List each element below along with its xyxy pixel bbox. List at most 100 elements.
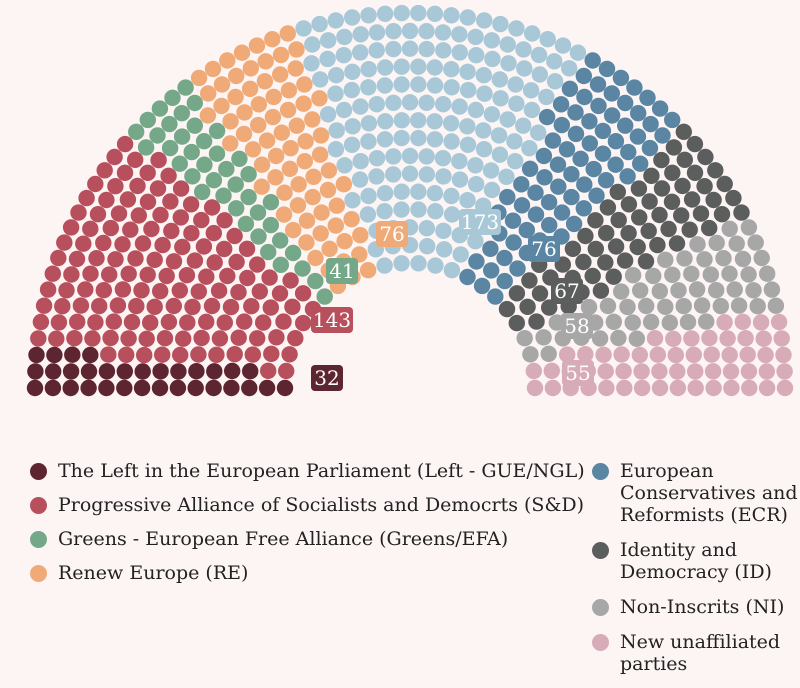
seat-count-label: 67	[554, 279, 579, 303]
seat-dot	[615, 363, 632, 380]
seat-count-label: 32	[314, 366, 339, 390]
legend-swatch	[30, 565, 47, 582]
seat-dot	[138, 330, 155, 347]
seat-dot	[188, 363, 205, 380]
seat-count-badge-bg	[528, 236, 560, 262]
seat-dot	[272, 46, 290, 64]
seat-dot	[651, 206, 668, 224]
seat-group-the-left-in-the-european-parliament-left-gue-ngl	[26, 346, 294, 397]
seat-dot	[592, 282, 610, 299]
seat-dot	[632, 282, 649, 299]
seat-dot	[102, 219, 120, 237]
seat-dot	[69, 313, 86, 330]
seat-dot	[657, 251, 674, 268]
seat-dot	[683, 191, 701, 208]
seat-dot	[172, 346, 189, 364]
seat-dot	[632, 155, 649, 172]
seat-dot	[376, 5, 394, 22]
seat-dot	[475, 141, 493, 158]
seat-dot	[276, 184, 293, 201]
seat-dot	[162, 193, 179, 210]
seat-dot	[311, 90, 328, 107]
seat-dot	[459, 192, 476, 209]
seat-dot	[263, 345, 280, 362]
seat-dot	[213, 97, 230, 115]
seat-dot	[716, 175, 733, 193]
seat-dot	[619, 298, 636, 316]
seat-dot	[401, 40, 419, 57]
seat-dot	[298, 234, 315, 251]
seat-dot	[295, 95, 312, 112]
seat-dot	[336, 233, 353, 250]
parliament-hemicycle-chart: 32 143 41 76 173 76 67 58 55	[26, 4, 794, 397]
seat-dot	[443, 79, 460, 96]
seat-dot	[163, 222, 180, 240]
seat-dot	[295, 20, 312, 37]
seat-dot	[484, 50, 501, 68]
seat-dot	[336, 157, 353, 174]
seat-count-label: 41	[329, 259, 354, 283]
seat-dot	[35, 297, 53, 314]
seat-dot	[664, 164, 681, 181]
seat-dot	[128, 123, 145, 140]
seat-dot	[665, 330, 682, 347]
seat-dot	[565, 215, 583, 233]
seat-dot	[84, 330, 101, 347]
seat-dot	[319, 181, 337, 199]
seat-dot	[459, 63, 476, 80]
seat-dot	[518, 221, 535, 239]
seat-dot	[722, 363, 740, 380]
seat-dot	[228, 253, 245, 271]
seat-dot	[62, 379, 79, 397]
seat-dot	[733, 204, 750, 221]
seat-dot	[605, 313, 622, 330]
seat-dot	[262, 299, 279, 316]
seat-dot	[701, 329, 718, 347]
seat-dot	[410, 112, 427, 129]
seat-dot	[459, 118, 476, 135]
seat-dot	[114, 236, 131, 253]
seat-dot	[749, 298, 766, 315]
seat-dot	[368, 168, 385, 185]
seat-dot	[27, 363, 44, 380]
seat-dot	[120, 330, 137, 347]
seat-dot	[776, 379, 794, 397]
seat-dot	[419, 238, 436, 255]
seat-dot	[613, 346, 630, 363]
seat-dot	[173, 105, 190, 122]
seat-dot	[459, 136, 477, 153]
seat-dot	[190, 346, 207, 363]
seat-dot	[223, 379, 240, 397]
legend-swatch	[30, 497, 47, 514]
seat-dot	[492, 15, 509, 33]
seat-dot	[683, 330, 700, 347]
seat-dot	[298, 212, 316, 229]
seat-dot	[476, 12, 493, 29]
seat-dot	[541, 216, 558, 234]
seat-dot	[320, 32, 337, 49]
seat-dot	[443, 7, 460, 24]
seat-dot	[360, 133, 377, 150]
seat-dot	[327, 141, 345, 158]
seat-dot	[95, 234, 112, 252]
legend-swatch	[30, 463, 47, 480]
seat-dot	[116, 164, 134, 181]
seat-dot	[599, 297, 617, 315]
seat-dot	[68, 250, 86, 268]
seat-dot	[558, 141, 576, 158]
seat-dot	[451, 98, 468, 115]
seat-count-badge: 67	[551, 278, 583, 304]
seat-dot	[513, 197, 531, 214]
legend-item-s-and-d: Progressive Alliance of Socialists and D…	[30, 494, 585, 516]
seat-dot	[426, 185, 444, 202]
seat-dot	[610, 329, 627, 347]
seat-dot	[344, 118, 361, 135]
seat-dot	[360, 7, 377, 24]
seat-dot	[524, 25, 541, 42]
seat-dot	[588, 187, 605, 204]
seat-dot	[206, 254, 223, 271]
seat-dot	[670, 282, 687, 299]
seat-dot	[696, 251, 713, 268]
seat-dot	[139, 193, 157, 210]
seat-dot	[483, 262, 500, 279]
